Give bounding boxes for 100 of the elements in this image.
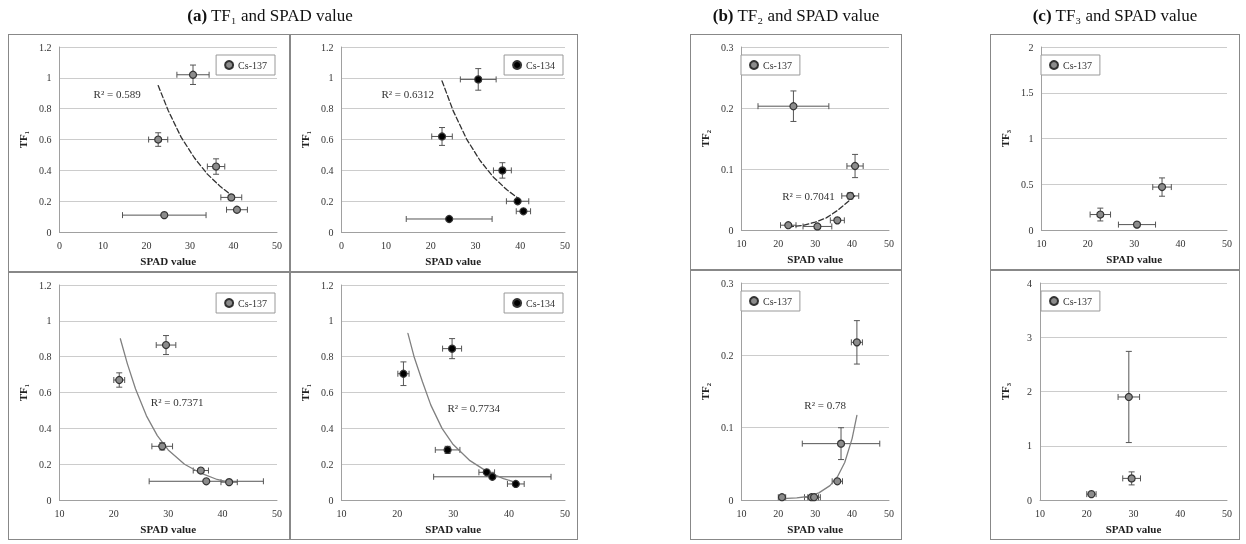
- y-tick-label: 0.2: [320, 458, 334, 470]
- x-axis-title: SPAD value: [425, 254, 482, 267]
- legend-label: Cs-137: [238, 59, 268, 71]
- x-tick-label: 50: [560, 239, 570, 251]
- y-tick-label: 0.8: [320, 103, 334, 115]
- y-tick-label: 0: [328, 494, 334, 506]
- x-tick-label: 30: [470, 239, 481, 251]
- y-axis-title: TF₁: [298, 383, 311, 402]
- y-tick-label: 2: [1028, 41, 1034, 53]
- y-axis-title: TF₁: [16, 130, 29, 149]
- x-tick-label: 10: [97, 239, 108, 251]
- x-tick-label: 10: [381, 239, 392, 251]
- x-tick-label: 50: [272, 507, 282, 519]
- y-axis-title: TF₃: [998, 129, 1011, 148]
- y-tick-label: 0.4: [320, 164, 334, 176]
- x-tick-label: 30: [810, 237, 821, 249]
- y-tick-label: 0.6: [320, 387, 334, 399]
- x-tick-label: 50: [884, 507, 894, 519]
- y-axis-title: TF₁: [16, 383, 29, 402]
- y-tick-label: 0.2: [320, 195, 334, 207]
- x-tick-label: 30: [163, 507, 174, 519]
- annotation: R² = 0.7371: [150, 395, 204, 408]
- y-tick-label: 0.8: [38, 351, 52, 363]
- x-tick-label: 50: [1222, 507, 1232, 519]
- y-tick-label: 4: [1027, 277, 1032, 289]
- y-tick-label: 0.6: [38, 387, 52, 399]
- x-tick-label: 10: [736, 507, 747, 519]
- x-tick-label: 20: [141, 239, 152, 251]
- annotation: R² = 0.589: [93, 87, 142, 100]
- x-axis-title: SPAD value: [140, 522, 197, 535]
- y-tick-label: 1: [328, 315, 334, 327]
- x-tick-label: 20: [108, 507, 119, 519]
- x-tick-label: 40: [515, 239, 526, 251]
- y-tick-label: 0.2: [720, 102, 734, 114]
- x-tick-label: 50: [884, 237, 894, 249]
- y-tick-label: 0.3: [720, 277, 734, 289]
- y-tick-label: 1: [1027, 440, 1032, 452]
- annotation: R² = 0.7734: [447, 402, 501, 415]
- legend-label: Cs-137: [1063, 59, 1092, 71]
- y-tick-label: 0.4: [38, 422, 52, 434]
- chart-title: (a) TF₁ and SPAD value: [186, 6, 354, 26]
- x-tick-label: 40: [504, 507, 515, 519]
- legend-label: Cs-137: [763, 59, 792, 71]
- annotation: R² = 0.7041: [782, 190, 835, 203]
- x-tick-label: 50: [1222, 237, 1232, 249]
- y-tick-label: 1: [46, 72, 52, 84]
- annotation: R² = 0.78: [804, 399, 847, 412]
- y-tick-label: 0.1: [720, 163, 734, 175]
- x-tick-label: 10: [736, 237, 747, 249]
- x-tick-label: 30: [1129, 237, 1140, 249]
- x-axis-title: SPAD value: [425, 522, 482, 535]
- legend-label: Cs-137: [1063, 295, 1092, 307]
- x-tick-label: 0: [338, 239, 344, 251]
- x-tick-label: 30: [810, 507, 821, 519]
- x-tick-label: 30: [184, 239, 195, 251]
- y-tick-label: 1: [1028, 133, 1034, 145]
- y-tick-label: 0.6: [320, 134, 334, 146]
- y-tick-label: 0.8: [38, 103, 52, 115]
- y-axis-title: TF₂: [698, 129, 711, 148]
- x-axis-title: SPAD value: [787, 522, 844, 535]
- y-tick-label: 1.2: [320, 41, 334, 53]
- chart-title: (c) TF₃ and SPAD value: [1031, 6, 1199, 26]
- y-tick-label: 0: [1027, 494, 1032, 506]
- y-tick-label: 0.6: [38, 134, 52, 146]
- x-tick-label: 10: [1036, 237, 1047, 249]
- y-tick-label: 0.5: [1020, 178, 1034, 190]
- x-tick-label: 20: [773, 237, 784, 249]
- y-tick-label: 1: [328, 72, 334, 84]
- x-tick-label: 20: [1081, 507, 1092, 519]
- y-tick-label: 1.2: [38, 41, 52, 53]
- y-tick-label: 0: [328, 226, 334, 238]
- legend-label: Cs-137: [238, 297, 268, 309]
- y-tick-label: 0.2: [38, 195, 52, 207]
- y-tick-label: 1: [46, 315, 52, 327]
- x-axis-title: SPAD value: [787, 252, 844, 265]
- x-axis-title: SPAD value: [1106, 252, 1163, 265]
- y-tick-label: 0: [728, 494, 734, 506]
- y-tick-label: 1.5: [1020, 87, 1034, 99]
- x-tick-label: 40: [847, 507, 858, 519]
- y-tick-label: 0.4: [38, 164, 52, 176]
- x-tick-label: 50: [272, 239, 282, 251]
- x-axis-title: SPAD value: [140, 254, 197, 267]
- y-tick-label: 1.2: [320, 279, 334, 291]
- y-tick-label: 0: [1028, 224, 1034, 236]
- y-tick-label: 0: [728, 224, 734, 236]
- y-tick-label: 0.2: [38, 458, 52, 470]
- y-tick-label: 0.8: [320, 351, 334, 363]
- x-tick-label: 20: [773, 507, 784, 519]
- x-tick-label: 40: [1175, 507, 1186, 519]
- y-tick-label: 0.4: [320, 422, 334, 434]
- legend-label: Cs-134: [526, 297, 556, 309]
- y-tick-label: 0.2: [720, 349, 734, 361]
- y-axis-title: TF₁: [298, 130, 311, 149]
- x-tick-label: 10: [336, 507, 347, 519]
- x-tick-label: 20: [1082, 237, 1093, 249]
- legend-label: Cs-137: [763, 295, 792, 307]
- x-tick-label: 20: [425, 239, 436, 251]
- legend-label: Cs-134: [526, 59, 556, 71]
- x-axis-title: SPAD value: [1105, 522, 1162, 535]
- x-tick-label: 20: [392, 507, 403, 519]
